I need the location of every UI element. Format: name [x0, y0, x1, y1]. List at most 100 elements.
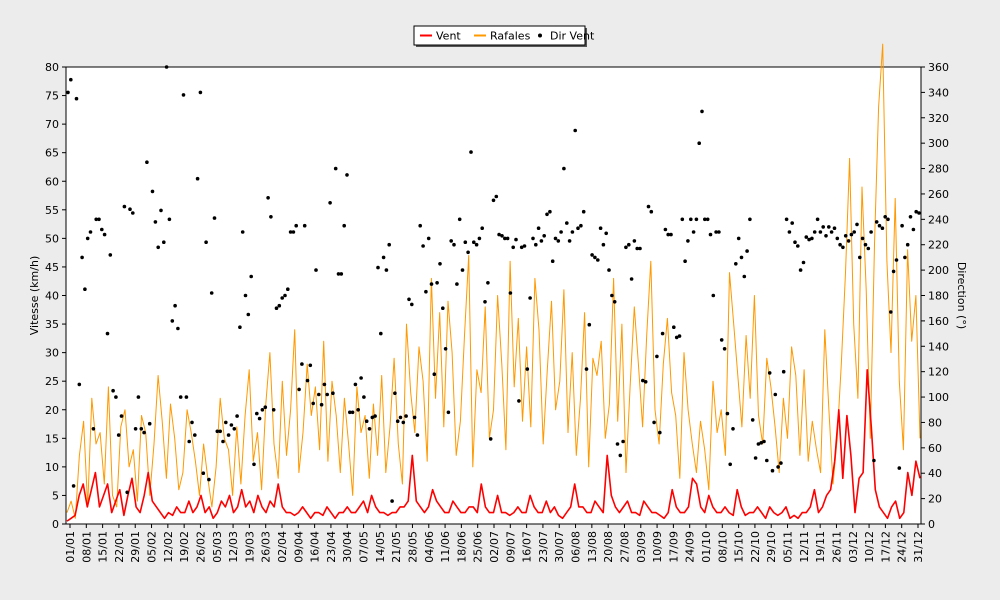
direction-dot — [452, 242, 456, 247]
direction-dot — [229, 423, 234, 427]
y-axis-left: 0 5 10 15 20 25 30 35 40 45 50 55 60 65 70 75 80 — [45, 61, 66, 531]
y-tick-label: 70 — [45, 118, 59, 131]
direction-dot — [114, 395, 118, 399]
y-tick-label: 75 — [45, 90, 59, 103]
direction-dot — [342, 223, 347, 228]
x-tick-label: 26/11 — [830, 531, 843, 563]
direction-dot — [672, 325, 676, 330]
direction-dot — [460, 268, 465, 272]
direction-dot — [750, 418, 755, 422]
direction-dot — [102, 232, 107, 237]
direction-dot — [201, 471, 206, 476]
direction-dot — [874, 220, 879, 224]
direction-dot — [618, 453, 623, 458]
direction-dot — [328, 201, 332, 205]
direction-dot — [162, 240, 166, 244]
y2-tick-label: 300 — [928, 137, 949, 150]
x-tick-label: 15/10 — [733, 531, 746, 563]
direction-dot — [263, 405, 268, 410]
direction-dot — [883, 215, 887, 219]
direction-dot — [846, 239, 851, 243]
direction-dots — [66, 65, 921, 503]
direction-dot — [708, 232, 713, 237]
direction-dot — [590, 253, 594, 257]
y2-tick-label: 120 — [928, 366, 949, 379]
direction-dot — [655, 354, 659, 359]
direction-dot — [525, 367, 530, 371]
x-tick-label: 21/05 — [390, 531, 403, 563]
direction-dot — [508, 291, 513, 295]
direction-dot — [173, 303, 177, 308]
direction-dot — [390, 499, 394, 503]
x-tick-label: 28/05 — [406, 531, 419, 563]
direction-dot — [240, 230, 245, 234]
direction-dot — [756, 442, 761, 446]
direction-dot — [472, 240, 476, 244]
direction-dot — [432, 372, 437, 377]
direction-dot — [801, 260, 806, 265]
direction-dot — [119, 414, 124, 418]
direction-dot — [424, 289, 428, 294]
direction-dot — [235, 414, 239, 418]
direction-dot — [486, 281, 490, 285]
direction-dot — [866, 246, 871, 251]
direction-dot — [903, 255, 907, 260]
y2-tick-label: 240 — [928, 213, 949, 226]
direction-dot — [139, 427, 144, 431]
direction-dot — [852, 230, 856, 234]
x-tick-label: 14/05 — [374, 531, 387, 563]
direction-dot — [401, 420, 406, 425]
direction-dot — [587, 322, 592, 327]
direction-dot — [224, 420, 228, 425]
direction-dot — [694, 217, 699, 222]
direction-dot — [156, 245, 160, 250]
direction-dot — [697, 141, 701, 145]
direction-dot — [584, 367, 589, 371]
direction-dot — [108, 253, 113, 257]
x-tick-label: 30/07 — [553, 531, 566, 563]
direction-dot — [841, 245, 845, 250]
series-line-vent — [66, 368, 921, 522]
direction-dot — [249, 274, 253, 279]
legend-swatch-dir-vent — [538, 33, 542, 38]
y2-tick-label: 220 — [928, 239, 949, 252]
direction-dot — [190, 420, 194, 425]
direction-dot — [122, 204, 127, 209]
direction-dot — [407, 297, 411, 302]
direction-dot — [336, 272, 341, 276]
direction-dot — [548, 209, 552, 214]
x-tick-label: 07/05 — [358, 531, 371, 563]
direction-dot — [412, 415, 417, 420]
direction-dot — [827, 225, 831, 229]
direction-dot — [781, 369, 786, 374]
direction-dot — [274, 306, 279, 311]
direction-dot — [686, 239, 690, 243]
direction-dot — [212, 216, 217, 220]
direction-dot — [243, 293, 248, 298]
direction-dot — [147, 421, 152, 426]
direction-dot — [689, 217, 693, 222]
direction-dot — [635, 246, 639, 251]
direction-dot — [319, 402, 324, 407]
x-tick-label: 26/03 — [260, 531, 273, 563]
direction-dot — [683, 259, 687, 264]
direction-dot — [517, 399, 521, 403]
x-tick-label: 24/12 — [896, 531, 909, 563]
direction-dot — [300, 362, 304, 366]
direction-dot — [598, 226, 603, 230]
direction-dot — [753, 456, 758, 460]
direction-dot — [621, 439, 625, 444]
direction-dot — [576, 226, 580, 230]
direction-dot — [286, 287, 290, 292]
direction-dot — [719, 338, 724, 342]
direction-dot — [779, 461, 783, 465]
direction-dot — [770, 468, 775, 473]
direction-dot — [838, 242, 842, 247]
direction-dot — [734, 262, 738, 266]
y-tick-label: 15 — [45, 432, 59, 445]
x-tick-label: 11/06 — [439, 531, 452, 563]
direction-dot — [333, 166, 338, 171]
direction-dot — [421, 244, 425, 248]
direction-dot — [559, 230, 563, 234]
series-layer — [66, 43, 921, 522]
